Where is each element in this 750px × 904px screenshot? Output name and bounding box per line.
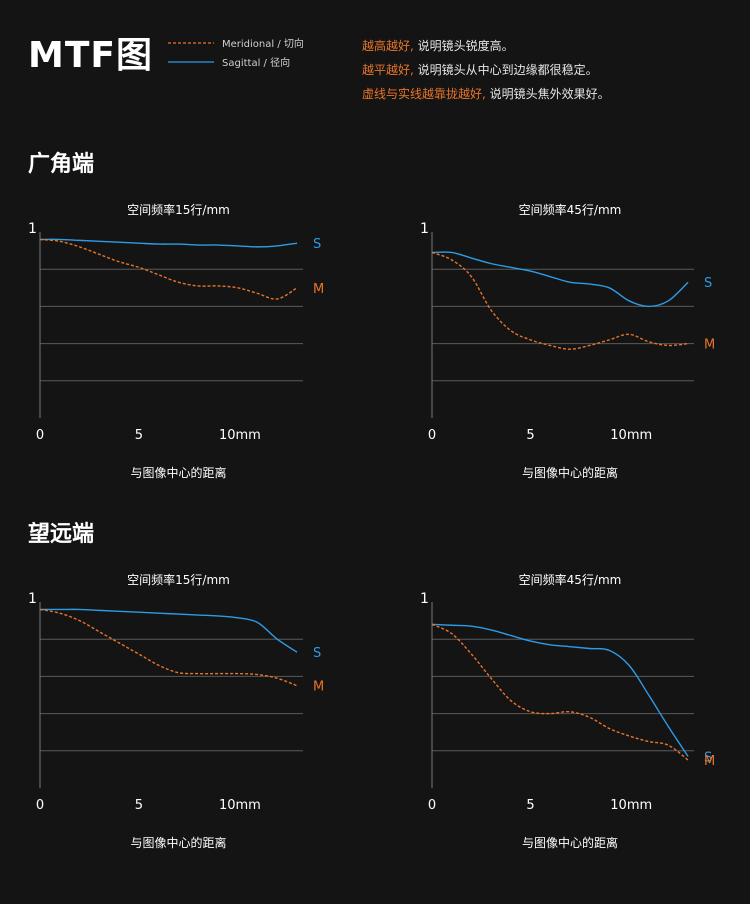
- sagittal-series-line: [40, 608, 298, 653]
- legend-label: Meridional / 切向: [222, 39, 304, 50]
- legend-item-sagittal: Sagittal / 径向: [168, 52, 304, 71]
- solid-line-icon: [168, 60, 214, 63]
- x-axis-label: 与图像中心的距离: [130, 835, 226, 850]
- x-tick-label: 0: [428, 798, 436, 813]
- note-highlight: 越高越好,: [362, 39, 414, 53]
- y-tick-label: 1: [420, 221, 429, 237]
- y-tick-label: 1: [28, 591, 37, 607]
- x-tick-label: 0: [428, 428, 436, 443]
- sagittal-end-label: S: [313, 646, 321, 661]
- x-tick-label: 10mm: [610, 428, 652, 443]
- y-tick-label: 1: [28, 221, 37, 237]
- meridional-end-label: M: [313, 282, 324, 297]
- note-text: 说明镜头焦外效果好。: [485, 87, 610, 101]
- y-tick-label: 1: [420, 591, 429, 607]
- chart-title: 空间频率45行/mm: [519, 572, 622, 587]
- note-line: 虚线与实线越靠拢越好, 说明镜头焦外效果好。: [362, 82, 610, 106]
- sagittal-series-line: [431, 623, 689, 757]
- note-text: 说明镜头锐度高。: [413, 39, 514, 53]
- notes: 越高越好, 说明镜头锐度高。 越平越好, 说明镜头从中心到边缘都很稳定。 虚线与…: [362, 34, 610, 106]
- x-tick-label: 5: [526, 428, 534, 443]
- page-title: MTF图: [28, 35, 153, 76]
- chart-title: 空间频率45行/mm: [519, 202, 622, 217]
- legend: Meridional / 切向 Sagittal / 径向: [168, 33, 304, 71]
- note-text: 说明镜头从中心到边缘都很稳定。: [413, 63, 598, 77]
- x-tick-label: 5: [135, 798, 143, 813]
- meridional-series-line: [431, 251, 689, 350]
- section-title-tele: 望远端: [28, 522, 95, 547]
- x-tick-label: 10mm: [219, 798, 261, 813]
- legend-label: Sagittal / 径向: [222, 58, 291, 69]
- note-line: 越平越好, 说明镜头从中心到边缘都很稳定。: [362, 58, 610, 82]
- x-tick-label: 0: [36, 798, 44, 813]
- chart-title: 空间频率15行/mm: [127, 572, 230, 587]
- legend-item-meridional: Meridional / 切向: [168, 33, 304, 52]
- meridional-series-line: [39, 238, 298, 300]
- sagittal-end-label: S: [704, 276, 712, 291]
- meridional-end-label: M: [313, 680, 324, 695]
- x-tick-label: 10mm: [610, 798, 652, 813]
- section-title-wide: 广角端: [28, 152, 95, 177]
- meridional-series-line: [431, 623, 689, 761]
- dashed-line-icon: [168, 41, 214, 44]
- x-tick-label: 10mm: [219, 428, 261, 443]
- x-tick-label: 5: [526, 798, 534, 813]
- sagittal-end-label: S: [313, 237, 321, 252]
- sagittal-series-line: [431, 251, 689, 308]
- x-tick-label: 5: [135, 428, 143, 443]
- sagittal-series-line: [39, 238, 298, 248]
- sagittal-end-label: S: [704, 750, 712, 765]
- x-tick-label: 0: [36, 428, 44, 443]
- x-axis-label: 与图像中心的距离: [130, 465, 226, 480]
- meridional-end-label: M: [704, 754, 715, 769]
- x-axis-label: 与图像中心的距离: [522, 835, 618, 850]
- note-highlight: 越平越好,: [362, 63, 414, 77]
- x-axis-label: 与图像中心的距离: [522, 465, 618, 480]
- chart-title: 空间频率15行/mm: [127, 202, 230, 217]
- meridional-series-line: [39, 608, 298, 687]
- note-highlight: 虚线与实线越靠拢越好,: [362, 87, 486, 101]
- meridional-end-label: M: [704, 338, 715, 353]
- note-line: 越高越好, 说明镜头锐度高。: [362, 34, 610, 58]
